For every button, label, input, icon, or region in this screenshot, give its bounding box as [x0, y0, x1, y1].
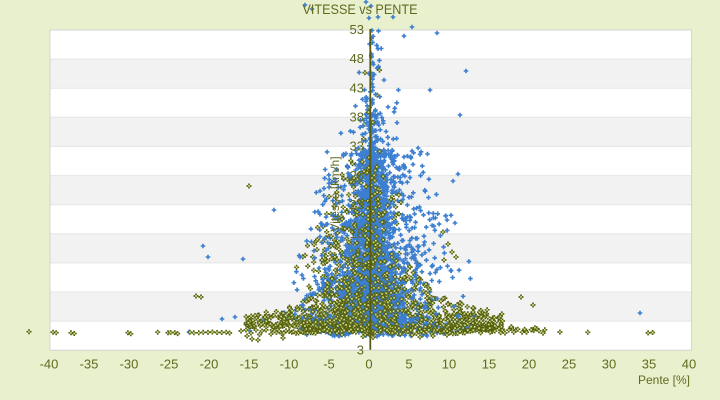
svg-text:8: 8 [357, 284, 364, 299]
svg-text:23: 23 [350, 197, 364, 212]
svg-text:3: 3 [357, 314, 364, 329]
svg-text:13: 13 [350, 255, 364, 270]
svg-text:15: 15 [482, 357, 496, 372]
svg-text:10: 10 [442, 357, 456, 372]
svg-text:-30: -30 [120, 357, 139, 372]
svg-text:0: 0 [365, 357, 372, 372]
svg-text:-10: -10 [280, 357, 299, 372]
svg-text:-25: -25 [160, 357, 179, 372]
svg-text:-5: -5 [323, 357, 335, 372]
svg-text:-40: -40 [40, 357, 59, 372]
svg-text:VITESSE vs PENTE: VITESSE vs PENTE [303, 2, 418, 17]
svg-text:28: 28 [350, 168, 364, 183]
svg-text:25: 25 [562, 357, 576, 372]
svg-text:33: 33 [350, 139, 364, 154]
svg-text:43: 43 [350, 80, 364, 95]
svg-text:-20: -20 [200, 357, 219, 372]
svg-text:-15: -15 [240, 357, 259, 372]
svg-text:Pente [%]: Pente [%] [638, 373, 690, 387]
svg-text:30: 30 [602, 357, 616, 372]
svg-text:5: 5 [405, 357, 412, 372]
svg-text:48: 48 [350, 51, 364, 66]
svg-text:40: 40 [682, 357, 696, 372]
svg-text:20: 20 [522, 357, 536, 372]
svg-text:Vitesse [km/h]: Vitesse [km/h] [328, 156, 342, 231]
svg-text:3: 3 [357, 343, 364, 358]
svg-text:38: 38 [350, 109, 364, 124]
svg-text:35: 35 [642, 357, 656, 372]
svg-text:-35: -35 [80, 357, 99, 372]
svg-text:18: 18 [350, 226, 364, 241]
svg-text:53: 53 [350, 22, 364, 37]
